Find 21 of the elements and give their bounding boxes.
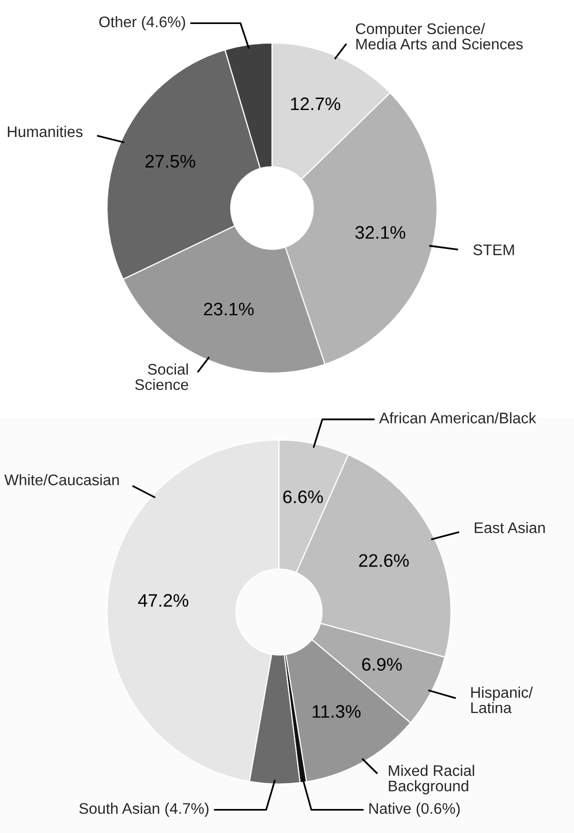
data-label: 12.7% bbox=[291, 97, 340, 110]
data-label: 22.6% bbox=[359, 554, 409, 567]
data-label: 27.5% bbox=[146, 154, 196, 168]
slice-label: South Asian (4.7%) bbox=[79, 802, 208, 817]
slice-label: African American/Black bbox=[379, 412, 536, 424]
slice-label: Native (0.6%) bbox=[369, 802, 460, 817]
slice-label: Mixed Racial Background bbox=[388, 764, 474, 794]
data-label: 11.3% bbox=[312, 705, 361, 718]
data-label: 6.9% bbox=[362, 658, 402, 671]
slice-label: East Asian bbox=[474, 522, 545, 534]
slice-label: Computer Science/ Media Arts and Sciences bbox=[356, 22, 523, 50]
slice-label: Hispanic/ Latina bbox=[471, 686, 533, 714]
data-label: 47.2% bbox=[138, 594, 188, 607]
data-label: 23.1% bbox=[204, 302, 254, 316]
slice-label: White/Caucasian bbox=[4, 474, 119, 486]
data-label: 32.1% bbox=[355, 226, 406, 239]
slice-label: Social Science bbox=[135, 363, 188, 390]
slice-label: Other (4.6%) bbox=[99, 16, 186, 30]
slice-label: STEM bbox=[473, 244, 514, 256]
data-label: 6.6% bbox=[283, 490, 323, 504]
slice-label: Humanities bbox=[8, 126, 83, 138]
